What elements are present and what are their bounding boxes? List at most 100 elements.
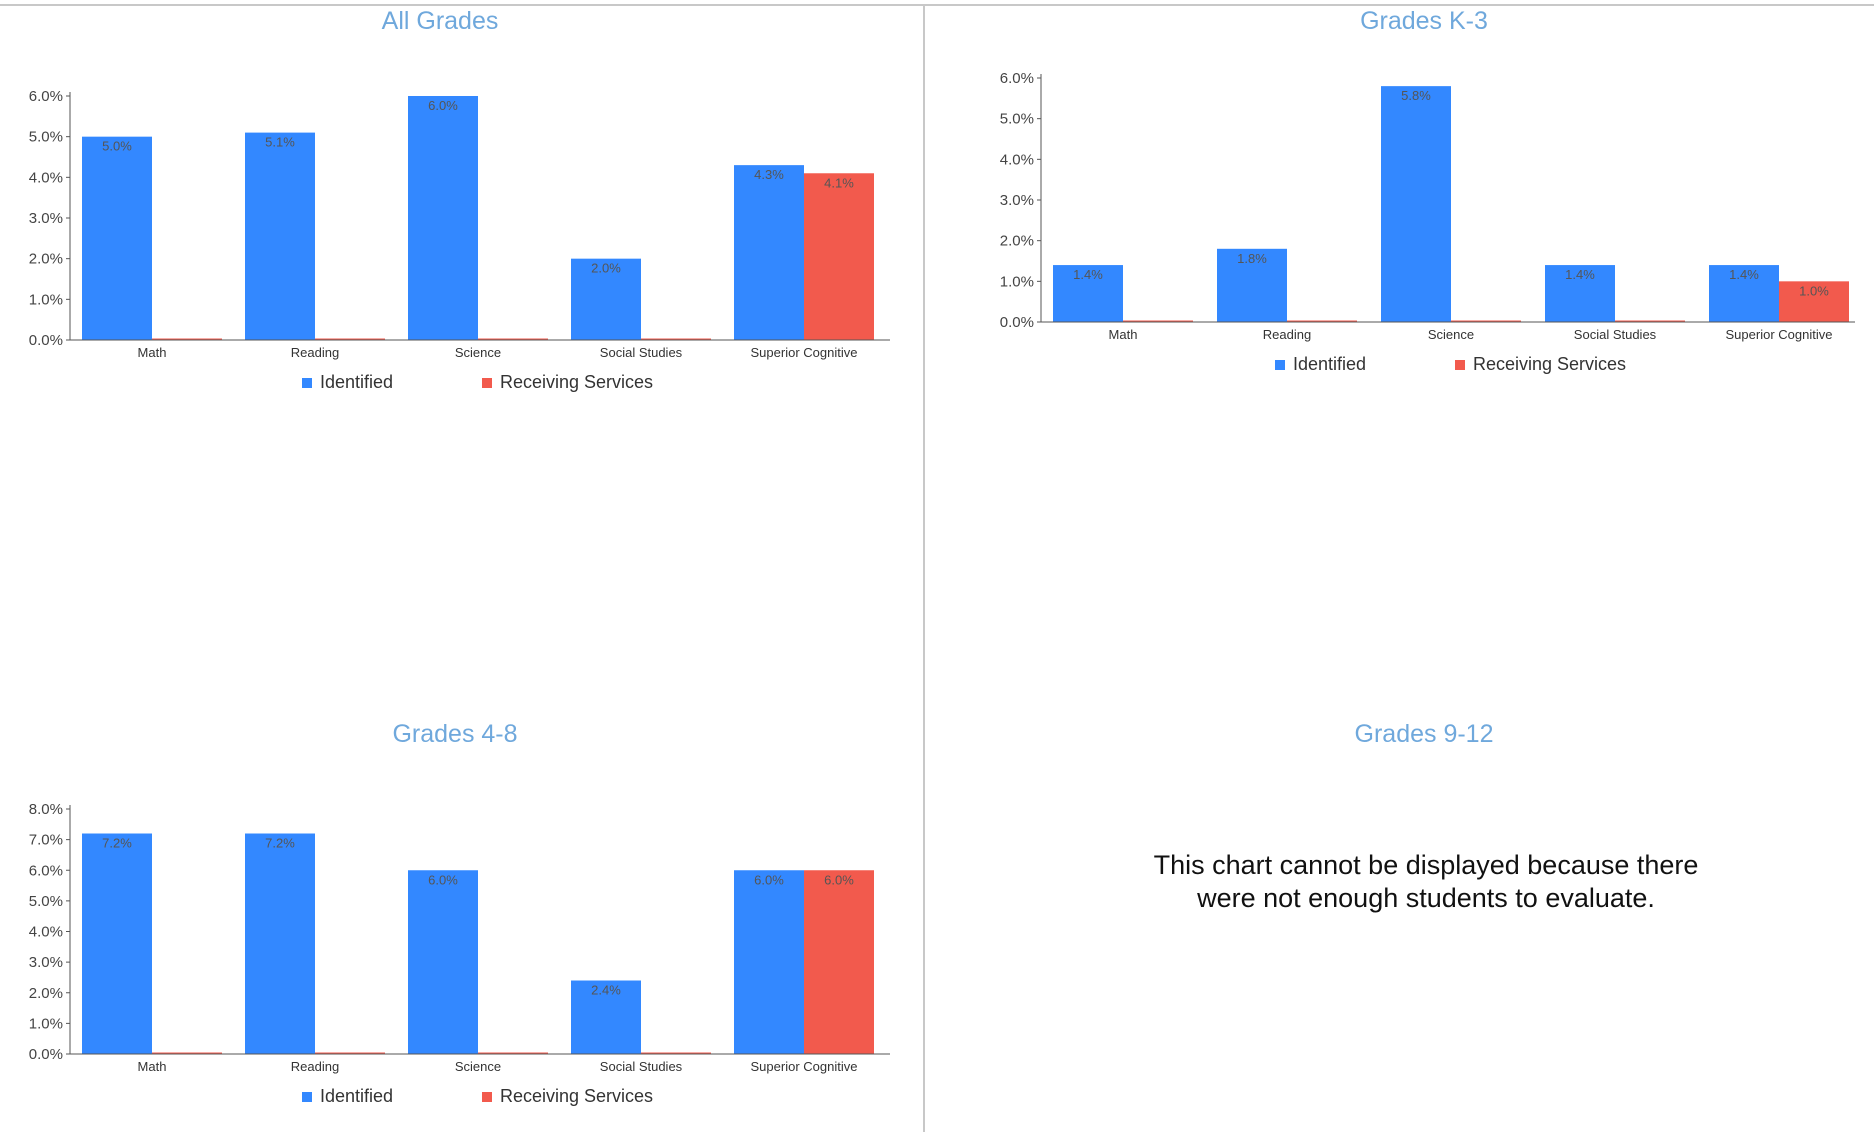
legend-label-receiving-services: Receiving Services [500,372,653,392]
panel-title-grades-4-8: Grades 4-8 [392,720,517,748]
panel-title-all-grades: All Grades [382,7,499,35]
data-label-identified-superior-cognitive: 1.4% [1729,267,1759,282]
y-tick-label: 8.0% [29,801,63,818]
data-label-identified-science: 5.8% [1401,88,1431,103]
y-tick-label: 1.0% [1000,273,1034,290]
legend-swatch-identified [302,378,312,388]
bar-identified-science [408,870,478,1054]
legend-label-receiving-services: Receiving Services [1473,354,1626,374]
panel-title-grades-9-12: Grades 9-12 [1355,720,1494,748]
bar-receiving-services-science [478,1052,548,1054]
bar-receiving-services-math [1123,320,1193,322]
no-data-message-line-2: were not enough students to evaluate. [1196,883,1655,913]
y-tick-label: 0.0% [29,332,63,349]
x-tick-label-social-studies: Social Studies [1574,327,1657,342]
x-tick-label-math: Math [1109,327,1138,342]
x-tick-label-science: Science [455,345,501,360]
y-tick-label: 6.0% [29,88,63,105]
data-label-identified-science: 6.0% [428,98,458,113]
data-label-identified-social-studies: 2.4% [591,983,621,998]
bar-identified-superior-cognitive [1709,265,1779,322]
data-label-identified-social-studies: 1.4% [1565,267,1595,282]
y-tick-label: 4.0% [29,924,63,941]
bar-identified-reading [245,132,315,340]
data-label-identified-math: 1.4% [1073,267,1103,282]
bar-receiving-services-superior-cognitive [1779,281,1849,322]
y-tick-label: 6.0% [29,862,63,879]
y-tick-label: 5.0% [29,129,63,146]
bar-receiving-services-science [1451,320,1521,322]
bar-identified-science [1381,86,1451,322]
data-label-identified-reading: 7.2% [265,836,295,851]
legend-swatch-receiving-services [1455,360,1465,370]
legend-swatch-identified [1275,360,1285,370]
x-tick-label-reading: Reading [291,1059,339,1074]
y-tick-label: 0.0% [1000,314,1034,331]
legend-label-identified: Identified [320,1086,393,1106]
bar-receiving-services-math [152,1052,222,1054]
no-data-message-line-1: This chart cannot be displayed because t… [1154,850,1699,880]
y-tick-label: 4.0% [1000,151,1034,168]
legend-swatch-identified [302,1092,312,1102]
legend-swatch-receiving-services [482,1092,492,1102]
y-tick-label: 1.0% [29,291,63,308]
bar-identified-math [82,136,152,340]
chart-all-grades: 0.0% 1.0% 2.0% 3.0% 4.0% 5.0% 6.0% 5.0% Math 5.1%… [29,88,890,392]
bar-identified-superior-cognitive [734,165,804,340]
data-label-identified-reading: 5.1% [265,135,295,150]
y-tick-label: 3.0% [1000,192,1034,209]
x-tick-label-reading: Reading [1263,327,1311,342]
y-tick-label: 2.0% [1000,233,1034,250]
data-label-identified-reading: 1.8% [1237,251,1267,266]
y-tick-label: 5.0% [29,893,63,910]
x-tick-label-math: Math [138,345,167,360]
x-tick-label-superior-cognitive: Superior Cognitive [1726,327,1833,342]
bar-identified-superior-cognitive [734,870,804,1054]
x-tick-label-superior-cognitive: Superior Cognitive [751,345,858,360]
data-label-receiving-services-superior-cognitive: 1.0% [1799,283,1829,298]
legend-label-identified: Identified [320,372,393,392]
bar-receiving-services-math [152,338,222,340]
y-tick-label: 5.0% [1000,111,1034,128]
data-label-identified-social-studies: 2.0% [591,261,621,276]
y-tick-label: 6.0% [1000,70,1034,87]
bar-identified-reading [1217,248,1287,322]
y-tick-label: 2.0% [29,985,63,1002]
panel-title-grades-k3: Grades K-3 [1360,7,1488,35]
x-tick-label-reading: Reading [291,345,339,360]
bar-receiving-services-superior-cognitive [804,173,874,340]
bar-receiving-services-science [478,338,548,340]
x-tick-label-social-studies: Social Studies [600,1059,683,1074]
bar-receiving-services-social-studies [641,1052,711,1054]
data-label-identified-science: 6.0% [428,872,458,887]
bar-receiving-services-reading [1287,320,1357,322]
data-label-identified-math: 7.2% [102,836,132,851]
y-tick-label: 3.0% [29,210,63,227]
data-label-receiving-services-superior-cognitive: 4.1% [824,175,854,190]
x-tick-label-superior-cognitive: Superior Cognitive [751,1059,858,1074]
bar-identified-science [408,96,478,340]
bar-identified-social-studies [1545,265,1615,322]
data-label-identified-superior-cognitive: 4.3% [754,167,784,182]
x-tick-label-math: Math [138,1059,167,1074]
y-tick-label: 1.0% [29,1015,63,1032]
data-label-receiving-services-superior-cognitive: 6.0% [824,872,854,887]
bar-receiving-services-superior-cognitive [804,870,874,1054]
chart-grades-k3: 0.0% 1.0% 2.0% 3.0% 4.0% 5.0% 6.0% 1.4% Math 1.8%… [1000,70,1855,374]
y-tick-label: 3.0% [29,954,63,971]
bar-identified-math [1053,265,1123,322]
x-tick-label-social-studies: Social Studies [600,345,683,360]
bar-receiving-services-social-studies [641,338,711,340]
x-tick-label-science: Science [455,1059,501,1074]
bar-receiving-services-reading [315,1052,385,1054]
bar-identified-math [82,833,152,1054]
data-label-identified-superior-cognitive: 6.0% [754,872,784,887]
y-tick-label: 7.0% [29,832,63,849]
bar-identified-social-studies [571,258,641,340]
bar-receiving-services-reading [315,338,385,340]
chart-grades-4-8: 0.0% 1.0% 2.0% 3.0% 4.0% 5.0% 6.0% 7.0% 8.0% 7.2%… [29,801,890,1106]
y-tick-label: 4.0% [29,169,63,186]
data-label-identified-math: 5.0% [102,139,132,154]
legend-label-receiving-services: Receiving Services [500,1086,653,1106]
